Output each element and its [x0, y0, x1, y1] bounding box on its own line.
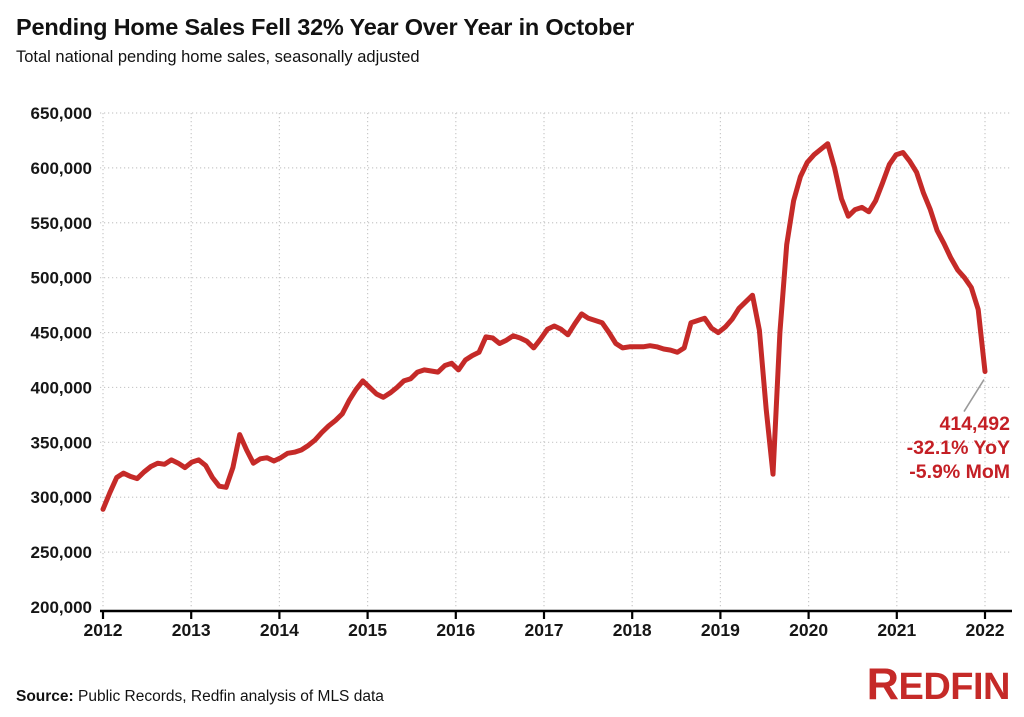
y-tick-label: 600,000 [31, 159, 92, 178]
sales-line-series [100, 141, 988, 512]
x-tick-label: 2020 [789, 620, 828, 640]
chart-subtitle: Total national pending home sales, seaso… [16, 48, 420, 66]
x-tick-label: 2014 [260, 620, 299, 640]
y-tick-label: 650,000 [31, 104, 92, 123]
x-axis-ticks [101, 611, 987, 619]
x-tick-label: 2012 [84, 620, 123, 640]
x-tick-label: 2013 [172, 620, 211, 640]
y-tick-label: 500,000 [31, 269, 92, 288]
x-tick-label: 2019 [701, 620, 740, 640]
x-tick-label: 2022 [966, 620, 1005, 640]
source-note: Source: Public Records, Redfin analysis … [16, 688, 384, 706]
x-tick-label: 2016 [436, 620, 475, 640]
redfin-logo: REDFIN [866, 658, 1011, 709]
x-axis-labels: 2012 2013 2014 2015 2016 2017 2018 2019 2020 2021… [84, 620, 1005, 640]
y-tick-label: 250,000 [31, 543, 92, 562]
x-tick-label: 2017 [525, 620, 564, 640]
vertical-gridlines [102, 113, 986, 609]
x-tick-label: 2021 [877, 620, 916, 640]
y-tick-label: 300,000 [31, 488, 92, 507]
annotation-mom: -5.9% MoM [909, 461, 1010, 483]
horizontal-gridlines [100, 112, 1012, 553]
y-tick-label: 350,000 [31, 433, 92, 452]
last-value-annotation: 414,492 -32.1% YoY -5.9% MoM [907, 413, 1010, 483]
y-tick-label: 550,000 [31, 214, 92, 233]
y-axis-labels: 650,000 600,000 550,000 500,000 450,000 400,0… [31, 104, 92, 617]
x-tick-label: 2015 [348, 620, 387, 640]
annotation-value: 414,492 [940, 413, 1011, 435]
x-tick-label: 2018 [613, 620, 652, 640]
source-label: Source: [16, 688, 74, 705]
page-title: Pending Home Sales Fell 32% Year Over Ye… [16, 14, 635, 40]
y-tick-label: 200,000 [31, 598, 92, 617]
y-tick-label: 450,000 [31, 324, 92, 343]
source-text: Public Records, Redfin analysis of MLS d… [73, 688, 384, 705]
y-tick-label: 400,000 [31, 378, 92, 397]
annotation-leader-line [963, 379, 985, 412]
annotation-yoy: -32.1% YoY [907, 437, 1010, 459]
